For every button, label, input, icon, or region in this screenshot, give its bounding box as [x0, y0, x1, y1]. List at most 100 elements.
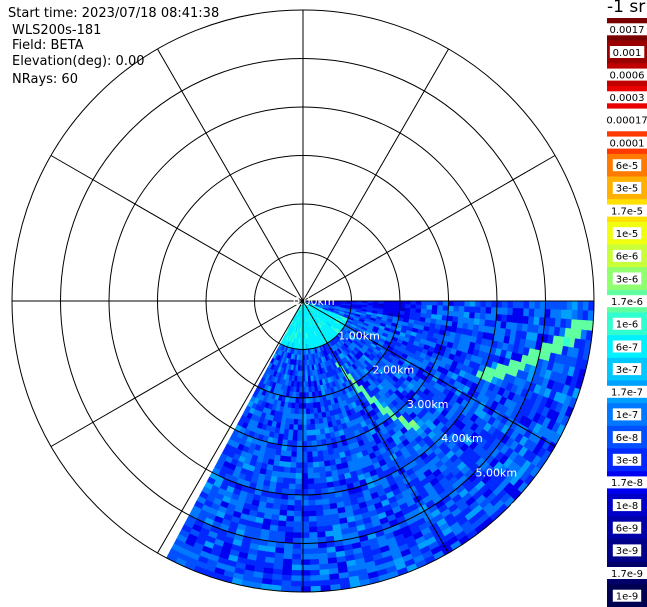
colorbar-tick-label: 1e-6 — [616, 320, 639, 331]
ppi-cell — [511, 315, 519, 324]
ppi-cell — [588, 300, 595, 312]
ppi-cell — [280, 580, 292, 587]
ppi-cell — [292, 424, 298, 431]
ppi-cell — [285, 515, 295, 522]
ppi-cell — [500, 321, 507, 330]
ppi-cell — [458, 311, 465, 318]
ppi-cell — [576, 310, 584, 321]
ppi-cell — [545, 300, 552, 310]
ppi-cell — [410, 300, 417, 306]
colorbar-tick-label: 3e-9 — [616, 546, 639, 557]
ppi-cell — [306, 456, 314, 463]
elevation-label: Elevation(deg): 0.00 — [12, 54, 145, 69]
ppi-cell — [292, 526, 302, 533]
ppi-cell — [296, 451, 303, 458]
azimuth-radial — [50, 155, 304, 302]
ppi-cell — [286, 504, 295, 512]
ppi-cell — [316, 526, 326, 533]
range-ring-label: 0.00km — [293, 295, 335, 308]
ppi-cell — [301, 521, 310, 528]
ppi-cell — [301, 505, 309, 512]
colorbar-tick-label: 1e-9 — [616, 592, 639, 603]
ppi-cell — [307, 381, 312, 388]
ppi-cell — [297, 408, 303, 415]
ppi-cell — [485, 313, 492, 321]
ppi-cell — [457, 316, 465, 324]
ppi-cell — [442, 300, 449, 307]
ppi-cell — [409, 308, 417, 313]
ppi-cell — [306, 435, 312, 442]
ppi-cell — [453, 305, 460, 312]
ppi-cell — [292, 435, 298, 442]
ppi-cell — [297, 419, 303, 426]
ppi-cell — [469, 300, 476, 308]
ppi-cell — [313, 472, 321, 479]
ppi-cell — [572, 300, 579, 311]
range-ring-label: 6 — [510, 501, 517, 514]
ppi-cell — [307, 499, 316, 506]
colorbar-tick-label: 3e-6 — [616, 274, 639, 285]
ppi-cell — [452, 316, 459, 323]
ppi-cell — [301, 462, 308, 469]
ppi-cell — [319, 471, 327, 479]
ppi-cell — [277, 466, 285, 473]
ppi-data-cells — [166, 300, 595, 593]
ppi-cell — [285, 521, 294, 528]
colorbar-tick-label: 6e-9 — [616, 524, 639, 535]
ppi-cell — [275, 482, 283, 489]
ppi-cell — [283, 547, 293, 555]
ppi-cell — [549, 317, 556, 328]
ppi-cell — [309, 542, 319, 550]
colorbar-tick-label: 1e-7 — [616, 410, 639, 421]
ppi-cell — [571, 309, 578, 321]
ppi-cell — [582, 310, 589, 321]
ppi-cell — [281, 574, 292, 582]
ppi-cell — [452, 311, 460, 318]
ppi-cell — [534, 300, 541, 310]
ppi-cell — [291, 564, 301, 571]
ppi-cell — [312, 402, 318, 409]
ppi-cell — [550, 309, 557, 319]
ppi-cell — [282, 553, 293, 560]
ppi-cell — [582, 300, 589, 312]
ppi-cell — [305, 408, 311, 415]
colorbar-units: -1 sr — [607, 0, 646, 17]
ppi-cell — [437, 305, 444, 311]
ppi-cell — [300, 580, 311, 587]
ppi-cell — [306, 445, 313, 453]
ppi-cell — [322, 449, 329, 457]
ppi-cell — [309, 408, 314, 415]
ppi-cell — [307, 489, 315, 496]
ppi-cell — [318, 461, 325, 468]
ppi-cell — [560, 309, 568, 320]
ppi-cell — [315, 515, 325, 522]
ppi-cell — [322, 503, 331, 511]
ppi-cell — [281, 482, 290, 490]
ppi-cell — [318, 466, 326, 473]
ppi-cell — [517, 315, 524, 324]
ppi-cell — [290, 456, 297, 463]
ppi-cell — [394, 303, 401, 308]
ppi-cell — [426, 305, 433, 311]
ppi-cell — [296, 440, 303, 447]
ppi-cell — [309, 548, 319, 555]
colorbar: 0.0017 0.001 0.0006 0.0003 0.00017 0.0001 6e-5… — [607, 18, 647, 607]
ppi-cell — [309, 569, 320, 576]
ppi-cell — [507, 300, 514, 309]
ppi-cell — [304, 349, 307, 356]
ppi-cell — [318, 552, 328, 560]
ppi-cell — [469, 306, 476, 314]
colorbar-tick-label: 6e-6 — [616, 252, 639, 263]
ppi-cell — [307, 478, 315, 485]
colorbar-tick-label: 1e-8 — [616, 501, 639, 512]
ppi-cell — [464, 306, 471, 313]
ppi-cell — [292, 537, 302, 544]
ppi-cell — [301, 489, 309, 496]
ppi-cell — [305, 419, 311, 426]
ppi-cell — [311, 450, 319, 458]
ppi-cell — [301, 516, 310, 523]
ppi-cell — [410, 304, 417, 310]
ppi-cell — [309, 558, 320, 566]
ppi-cell — [308, 526, 318, 533]
range-ring-label: 2.00km — [373, 364, 415, 377]
